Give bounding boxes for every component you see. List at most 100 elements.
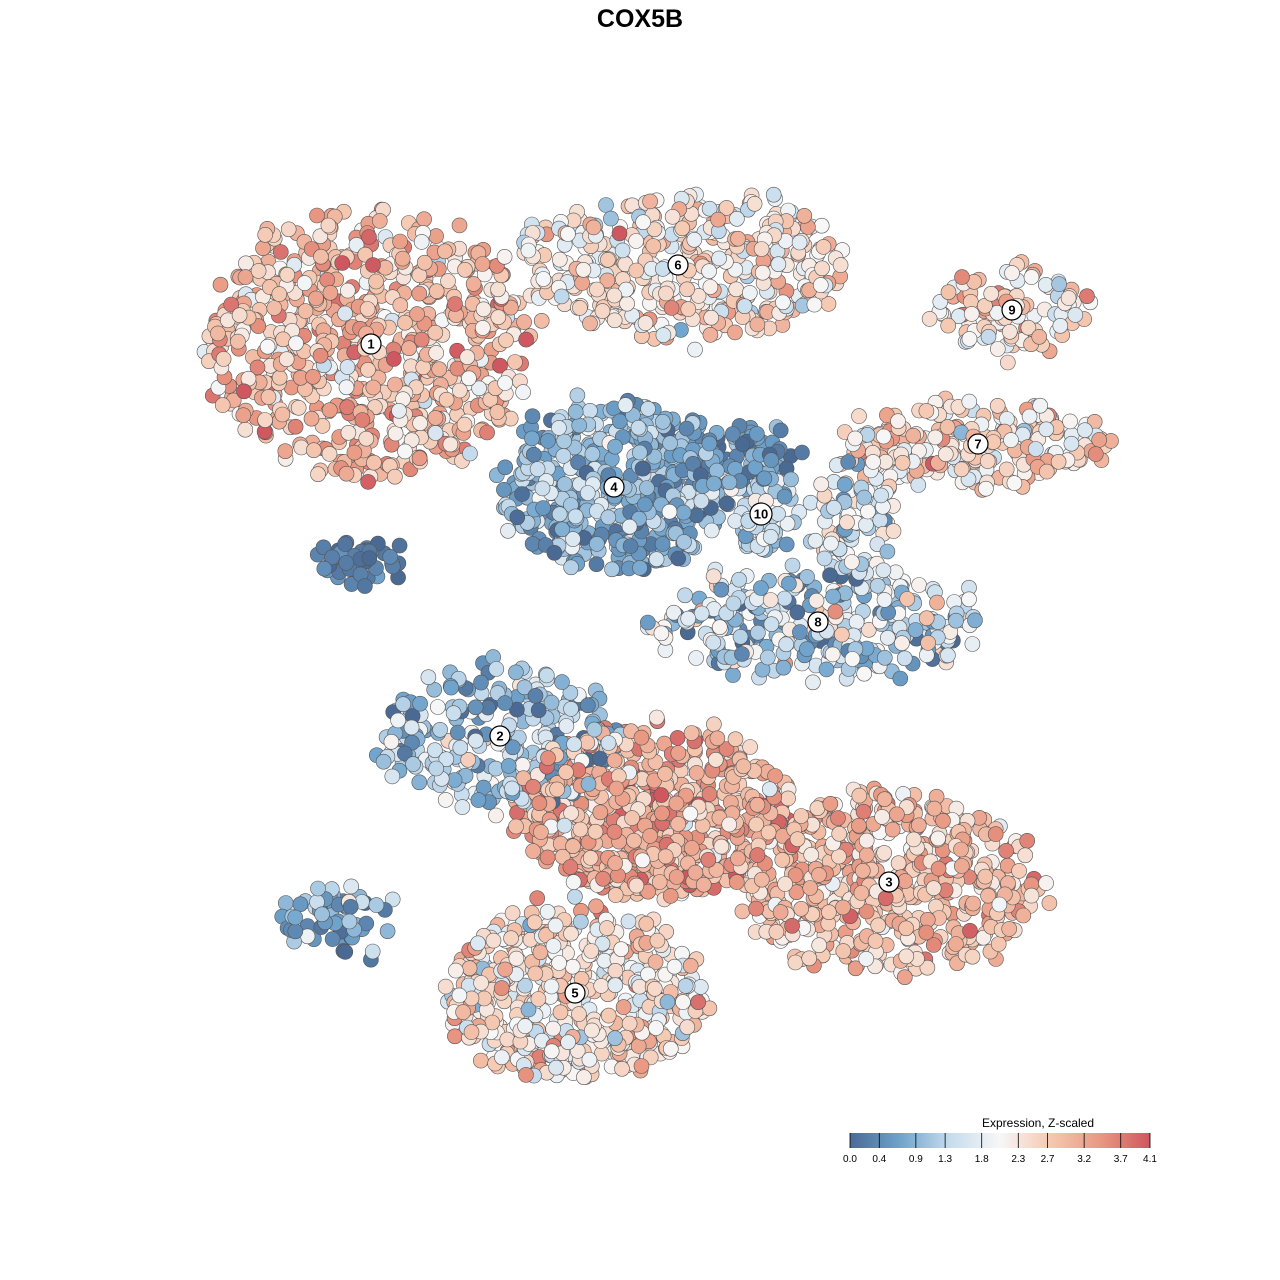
data-point — [563, 701, 579, 717]
data-point — [290, 399, 307, 416]
data-point — [1019, 832, 1035, 849]
data-point — [706, 716, 722, 733]
data-point — [586, 721, 603, 738]
data-point — [648, 709, 665, 726]
data-point — [749, 796, 766, 813]
data-point — [257, 227, 274, 243]
data-point — [607, 1030, 623, 1046]
data-point — [811, 867, 827, 883]
data-point — [675, 504, 692, 521]
data-point — [853, 885, 870, 901]
data-point — [784, 917, 800, 934]
data-point — [638, 915, 655, 932]
data-point — [899, 591, 916, 607]
data-point — [1004, 265, 1020, 281]
data-point — [534, 480, 551, 497]
data-point — [1050, 453, 1067, 470]
data-point — [428, 228, 444, 244]
data-point — [683, 725, 700, 741]
data-point — [836, 476, 853, 493]
data-point — [963, 306, 980, 322]
data-point — [606, 312, 623, 329]
data-point — [1060, 290, 1077, 306]
data-point — [488, 661, 505, 677]
data-point — [334, 255, 351, 271]
data-point — [397, 314, 413, 331]
data-point — [921, 311, 938, 327]
data-point — [553, 288, 570, 305]
data-point — [1052, 317, 1069, 334]
data-point — [727, 513, 744, 529]
data-point — [851, 408, 867, 424]
legend-tick-label: 3.2 — [1077, 1154, 1091, 1165]
data-point — [499, 1031, 516, 1048]
data-point — [514, 486, 530, 502]
data-point — [604, 561, 620, 578]
data-point — [337, 536, 353, 552]
data-point — [948, 612, 964, 629]
data-point — [1039, 463, 1055, 480]
data-point — [727, 324, 743, 341]
data-point — [763, 452, 780, 468]
data-point — [395, 696, 412, 713]
data-point — [337, 944, 354, 960]
data-point — [653, 625, 670, 642]
data-point — [392, 233, 408, 250]
data-point — [360, 474, 376, 490]
data-point — [964, 636, 981, 652]
data-point — [485, 932, 502, 949]
data-point — [497, 961, 513, 978]
data-point — [518, 1067, 534, 1083]
data-point — [965, 895, 981, 912]
data-point — [688, 765, 705, 781]
data-point — [746, 196, 763, 212]
data-point — [274, 406, 291, 423]
data-point — [341, 913, 358, 930]
data-point — [237, 269, 254, 285]
data-point — [310, 466, 326, 483]
data-point — [442, 436, 459, 453]
data-point — [473, 975, 489, 991]
data-point — [305, 368, 321, 385]
data-point — [961, 393, 978, 410]
data-point — [678, 420, 695, 437]
data-point — [869, 577, 886, 594]
data-point — [894, 454, 911, 471]
data-point — [654, 805, 670, 822]
data-point — [823, 535, 839, 552]
data-point — [420, 669, 437, 686]
data-point — [312, 347, 329, 364]
data-point — [547, 917, 564, 934]
data-point — [961, 591, 977, 608]
data-point — [390, 712, 406, 729]
data-point — [750, 624, 766, 641]
data-point — [527, 687, 544, 704]
data-point — [524, 535, 541, 552]
data-point — [1006, 475, 1023, 491]
data-point — [835, 899, 851, 916]
data-point — [445, 705, 462, 722]
data-point — [589, 536, 605, 552]
cluster-label-10: 10 — [749, 502, 773, 526]
data-point — [632, 560, 648, 576]
data-point — [896, 969, 913, 986]
data-point — [532, 944, 549, 961]
data-point — [558, 764, 574, 781]
data-point — [321, 446, 338, 462]
data-point — [977, 868, 994, 885]
data-point — [870, 917, 887, 934]
data-point — [799, 641, 815, 657]
data-point — [648, 1020, 664, 1036]
data-point — [437, 792, 454, 808]
data-point — [582, 850, 599, 866]
data-point — [634, 852, 651, 869]
data-point — [571, 417, 588, 434]
cluster-label-8: 8 — [807, 611, 829, 633]
data-point — [708, 462, 725, 479]
data-point — [551, 251, 568, 268]
data-point — [675, 994, 691, 1010]
data-point — [633, 729, 650, 746]
data-point — [581, 1051, 598, 1068]
data-point — [384, 768, 401, 785]
data-point — [337, 305, 353, 322]
